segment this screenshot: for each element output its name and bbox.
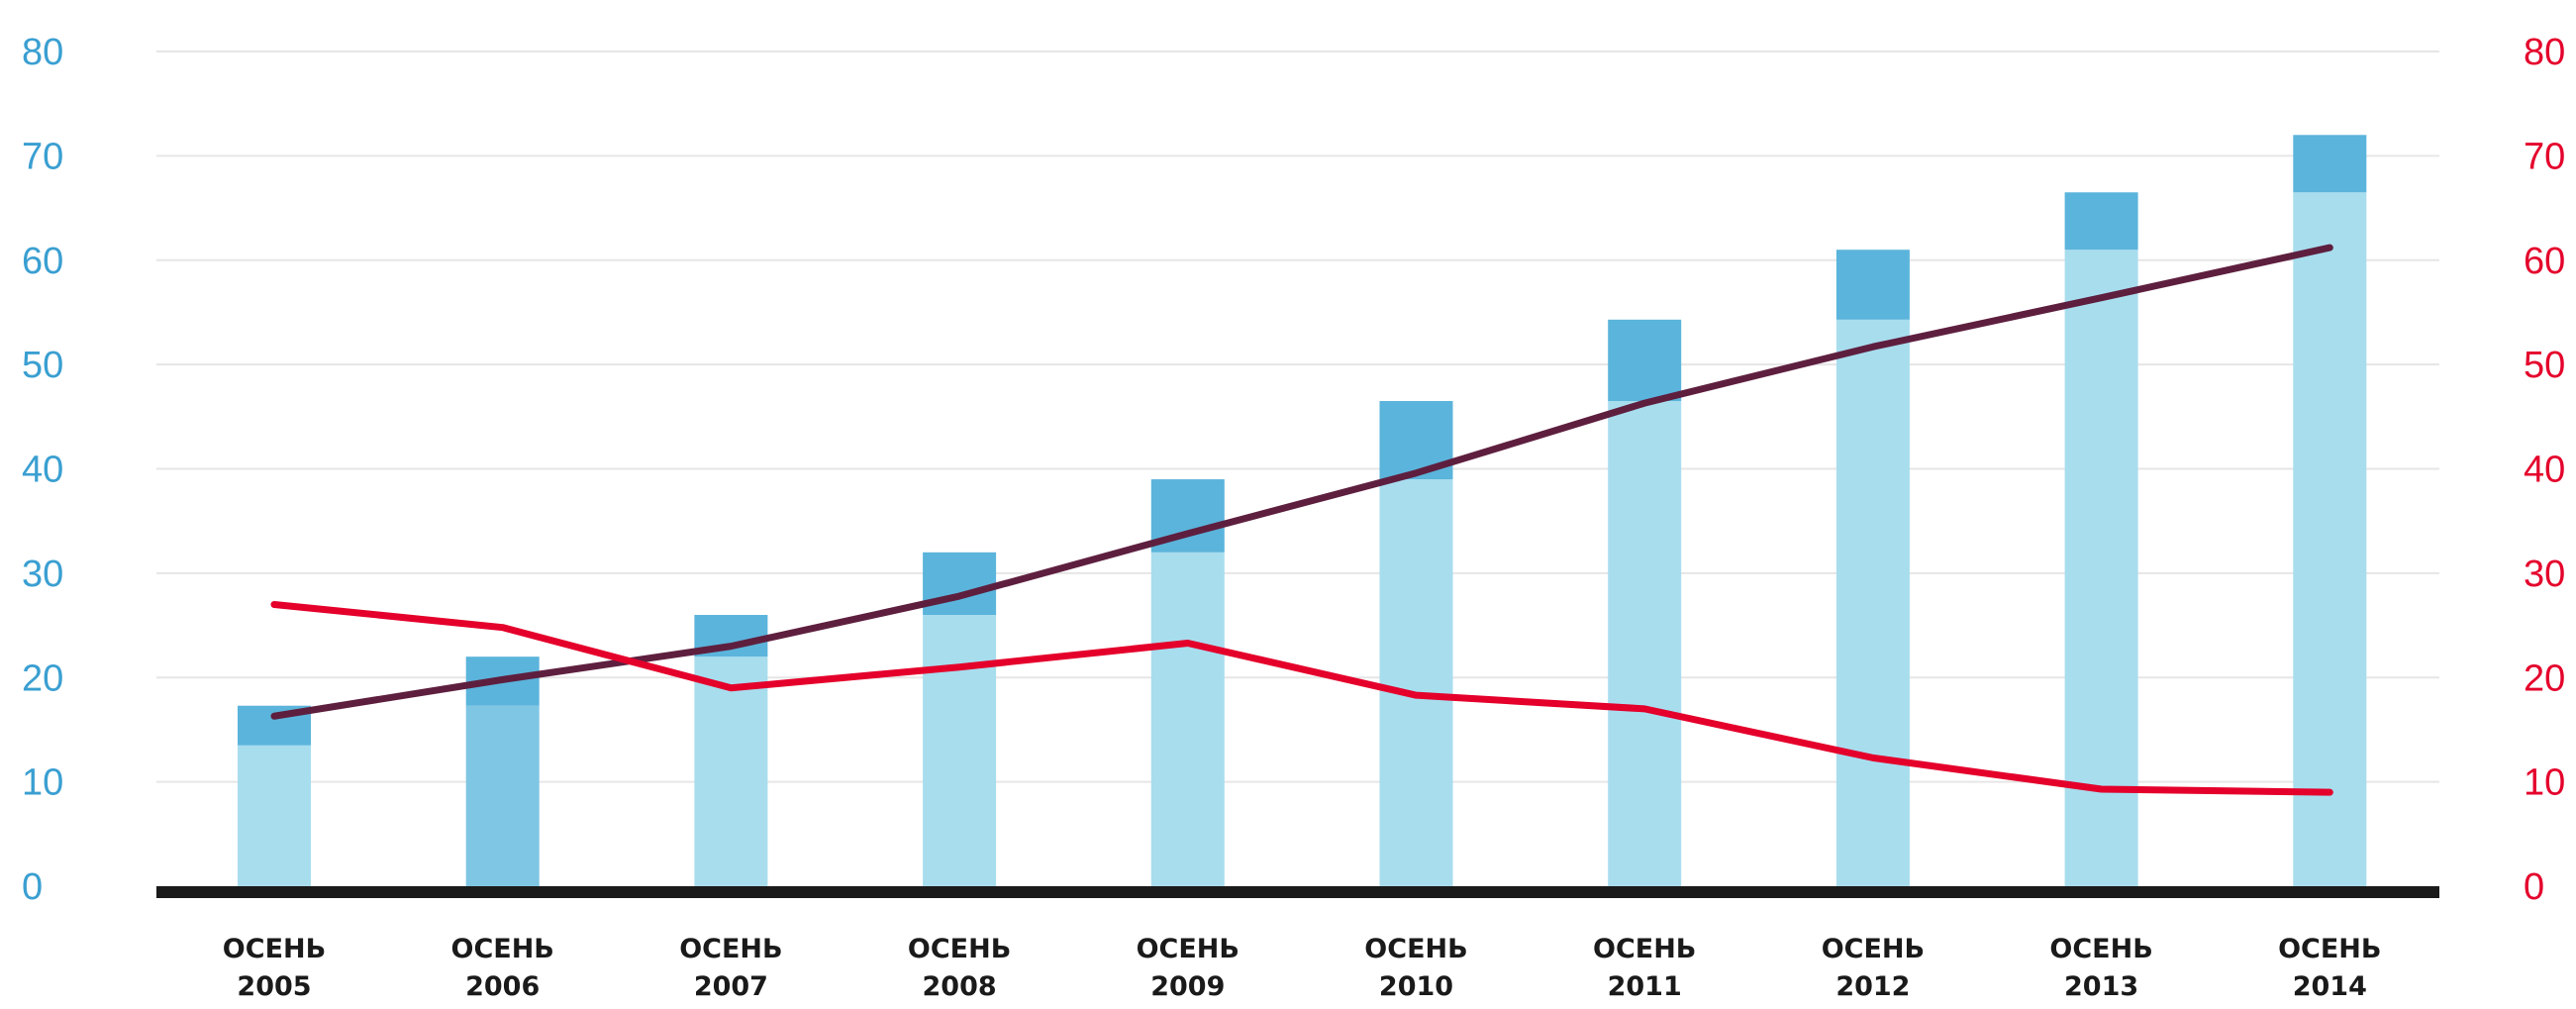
right-tick-label: 30: [2524, 554, 2565, 595]
left-tick-label: 60: [22, 241, 63, 282]
left-tick-label: 40: [22, 450, 63, 491]
left-tick-label: 70: [22, 136, 63, 177]
x-tick-label: ОСЕНЬ 2010: [1364, 934, 1467, 1002]
bar-lower-segment: [1608, 401, 1682, 886]
bar-upper-segment: [1835, 250, 1910, 320]
left-tick-label: 10: [22, 762, 63, 804]
bar-lower-segment: [1379, 479, 1453, 886]
series-line-dark: [270, 244, 2333, 720]
right-tick-label: 20: [2524, 657, 2565, 699]
bar-lower-segment: [694, 656, 768, 886]
x-tick-label: ОСЕНЬ 2013: [2049, 934, 2152, 1002]
bar-lower-segment: [2293, 192, 2367, 887]
bar-lower-segment: [1835, 319, 1910, 887]
x-tick-label: ОСЕНЬ 2011: [1593, 934, 1696, 1002]
right-tick-label: 0: [2524, 866, 2544, 908]
right-tick-label: 70: [2524, 136, 2565, 177]
left-tick-label: 20: [22, 657, 63, 699]
right-tick-label: 10: [2524, 762, 2565, 804]
series-lines: [270, 244, 2333, 796]
x-tick-label: ОСЕНЬ 2012: [1822, 934, 1925, 1002]
x-tick-label: ОСЕНЬ 2005: [223, 934, 326, 1002]
right-tick-label: 80: [2524, 32, 2565, 73]
left-axis-ticks: 0 10 20 30 40 50 60 70 80: [22, 32, 63, 908]
bar-upper-segment: [2064, 192, 2138, 251]
bar-lower-segment: [1150, 552, 1225, 886]
x-tick-label: ОСЕНЬ 2014: [2278, 934, 2381, 1002]
x-tick-label: ОСЕНЬ 2006: [451, 934, 554, 1002]
left-tick-label: 30: [22, 554, 63, 595]
left-tick-label: 0: [22, 866, 43, 908]
x-axis-labels: ОСЕНЬ 2005 ОСЕНЬ 2006 ОСЕНЬ 2007 ОСЕНЬ 2008 ОСЕН…: [223, 934, 2382, 1002]
bar-upper-segment: [2293, 135, 2367, 193]
left-tick-label: 80: [22, 32, 63, 73]
bar-lower-segment: [2064, 250, 2138, 886]
x-tick-label: ОСЕНЬ 2008: [908, 934, 1011, 1002]
bar-upper-segment: [923, 552, 997, 616]
right-axis-ticks: 0 10 20 30 40 50 60 70 80: [2524, 32, 2565, 908]
right-tick-label: 40: [2524, 450, 2565, 491]
bar-lower-segment: [923, 615, 997, 886]
x-axis-baseline: [156, 886, 2439, 898]
bars: [238, 135, 2367, 887]
series-line-red: [270, 600, 2333, 796]
right-tick-label: 60: [2524, 241, 2565, 282]
right-tick-label: 50: [2524, 345, 2565, 386]
left-tick-label: 50: [22, 345, 63, 386]
x-tick-label: ОСЕНЬ 2007: [679, 934, 782, 1002]
x-tick-label: ОСЕНЬ 2009: [1137, 934, 1239, 1002]
bar-lower-segment: [465, 705, 540, 886]
bar-lower-segment: [238, 745, 311, 886]
bar-upper-segment: [1608, 319, 1682, 402]
